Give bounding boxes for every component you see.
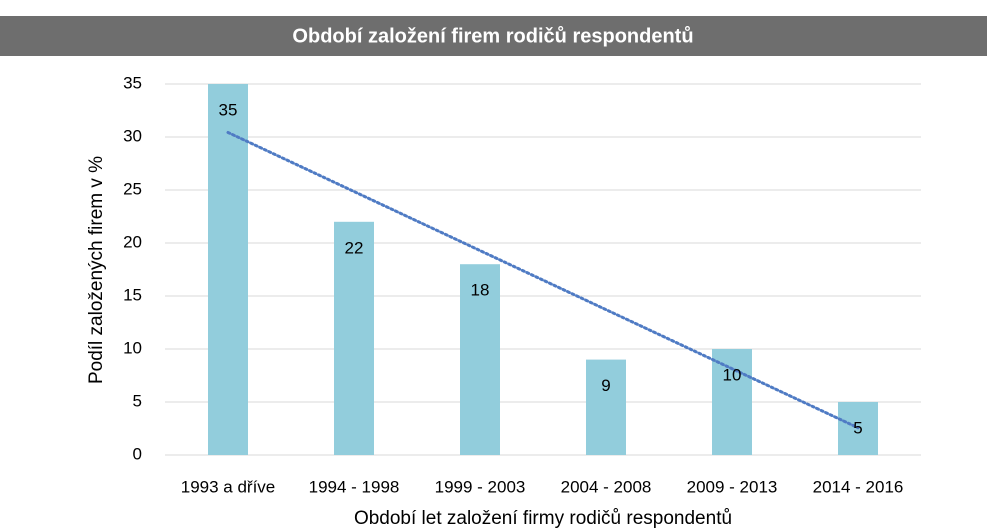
- bar: [712, 349, 752, 455]
- data-label: 18: [471, 281, 490, 300]
- y-tick-label: 0: [133, 444, 142, 463]
- data-label: 22: [345, 238, 364, 257]
- data-label: 10: [723, 365, 742, 384]
- data-label: 35: [219, 100, 238, 119]
- trendline: [226, 130, 860, 430]
- x-tick-label: 1994 - 1998: [309, 477, 400, 496]
- bar: [586, 359, 626, 455]
- y-tick-label: 30: [123, 126, 142, 145]
- x-axis-title: Období let založení firmy rodičů respond…: [354, 508, 732, 529]
- y-tick-label: 10: [123, 338, 142, 357]
- x-tick-label: 2004 - 2008: [561, 477, 652, 496]
- y-tick-label: 35: [123, 73, 142, 92]
- y-tick-label: 20: [123, 232, 142, 251]
- y-tick-label: 15: [123, 285, 142, 304]
- x-tick-label: 2014 - 2016: [813, 477, 904, 496]
- chart-title: Období založení firem rodičů respondentů: [292, 25, 693, 47]
- data-label: 5: [853, 418, 862, 437]
- bar: [460, 264, 500, 455]
- y-tick-label: 5: [133, 391, 142, 410]
- x-tick-label: 2009 - 2013: [687, 477, 778, 496]
- bar: [334, 221, 374, 455]
- y-tick-label: 25: [123, 179, 142, 198]
- y-axis-title: Podíl založených firem v %: [86, 156, 107, 384]
- x-tick-label: 1999 - 2003: [435, 477, 526, 496]
- bar: [208, 84, 248, 455]
- x-tick-label: 1993 a dříve: [181, 477, 276, 496]
- title-bar: [0, 16, 987, 56]
- data-label: 9: [601, 376, 610, 395]
